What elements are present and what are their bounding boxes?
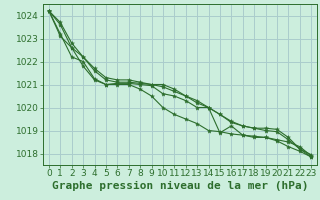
X-axis label: Graphe pression niveau de la mer (hPa): Graphe pression niveau de la mer (hPa) (52, 181, 308, 191)
